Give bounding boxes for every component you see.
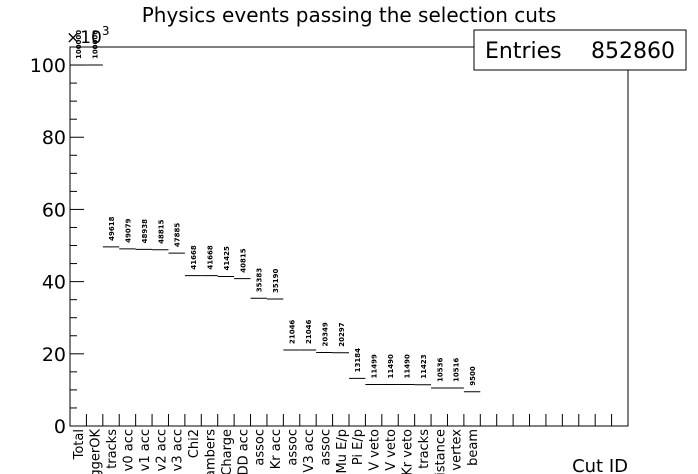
data-label: 11490 <box>403 354 411 378</box>
x-category-label: v3 acc <box>171 429 186 471</box>
x-category-label: V3 acc <box>302 429 317 473</box>
stats-entries-value: 852860 <box>591 39 675 64</box>
x-category-label: vertex <box>450 429 465 471</box>
data-label: 21046 <box>305 320 313 344</box>
y-tick-label: 60 <box>42 199 66 221</box>
x-category-label: tracks <box>417 429 432 469</box>
data-label: 11490 <box>387 354 395 378</box>
x-category-label: v1 acc <box>138 429 153 471</box>
data-label: 13184 <box>354 348 362 372</box>
y-tick-label: 100 <box>30 55 66 77</box>
y-tick-label: 40 <box>42 272 66 294</box>
y-tick-label: 0 <box>54 416 66 438</box>
x-category-label: beam <box>466 429 481 466</box>
y-tick-label: 20 <box>42 344 66 366</box>
x-category-label: Charge <box>220 429 235 474</box>
x-category-label: assoc <box>318 429 333 466</box>
data-label: 48815 <box>157 219 165 243</box>
x-category-label: assoc <box>253 429 268 466</box>
x-category-label: V veto <box>368 429 383 471</box>
stats-box: Entries 852860 <box>473 29 687 71</box>
data-label: 49079 <box>124 218 132 242</box>
data-label: 47885 <box>174 223 182 247</box>
x-category-label: Chambers <box>204 429 219 474</box>
frame <box>69 46 629 427</box>
data-label: 41425 <box>223 246 231 270</box>
data-label: 41668 <box>190 245 198 269</box>
x-category-label: Total <box>72 429 87 460</box>
x-category-label: Kr acc <box>269 429 284 469</box>
x-category-label: Pi E/p <box>351 429 366 465</box>
y-multiplier: ×103 <box>66 24 110 48</box>
data-label: 41668 <box>207 245 215 269</box>
data-label: 40815 <box>239 248 247 272</box>
x-category-label: assoc <box>286 429 301 466</box>
data-label: 20349 <box>321 322 329 346</box>
x-category-label: Mu E/p <box>335 429 350 473</box>
x-category-label: v2 acc <box>154 429 169 471</box>
stats-entries-label: Entries <box>485 39 562 64</box>
data-label: 21046 <box>289 320 297 344</box>
data-label: 35383 <box>256 268 264 292</box>
data-label: 10536 <box>436 357 444 381</box>
data-label: 100000 <box>75 30 83 59</box>
data-label: 10516 <box>453 358 461 382</box>
data-label: 11499 <box>371 354 379 378</box>
x-category-label: v0 acc <box>121 429 136 471</box>
x-category-label: TriggerOK <box>89 429 104 474</box>
x-axis-label: Cut ID <box>572 456 628 474</box>
data-label: 20297 <box>338 322 346 346</box>
data-label: 49618 <box>108 216 116 240</box>
x-category-label: V veto <box>384 429 399 471</box>
chart-title: Physics events passing the selection cut… <box>142 3 557 27</box>
x-category-label: Kr veto <box>400 429 415 474</box>
stats-box-frame <box>473 29 687 71</box>
plot-area: 0 20 40 60 80 100 100000 Total 100000 TriggerOK 49… <box>30 30 629 474</box>
data-label: 35190 <box>272 268 280 292</box>
data-label: 11423 <box>420 354 428 378</box>
x-category-label: distance <box>433 429 448 474</box>
x-category-label: Chi2 <box>187 429 202 458</box>
data-label: 100000 <box>92 30 100 59</box>
y-tick-label: 80 <box>42 127 66 149</box>
data-label: 9500 <box>469 366 477 386</box>
x-category-label: DD acc <box>236 429 251 474</box>
data-label: 48938 <box>141 219 149 243</box>
x-category-label: tracks <box>105 429 120 469</box>
